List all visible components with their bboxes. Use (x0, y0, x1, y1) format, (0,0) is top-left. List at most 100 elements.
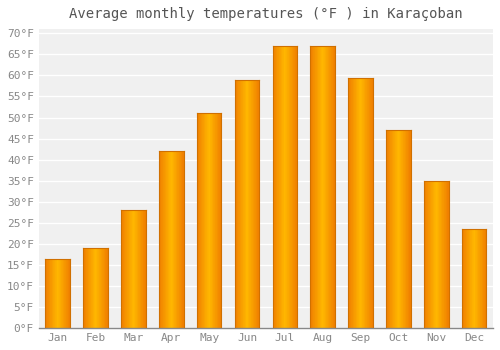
Bar (206, 113, 208, 328)
Bar (273, 46, 274, 328)
Bar (357, 77, 358, 328)
Bar (102, 248, 103, 328)
Bar (205, 113, 206, 328)
Bar (288, 46, 289, 328)
Bar (435, 181, 436, 328)
Bar (54, 259, 56, 328)
Bar (234, 79, 236, 328)
Bar (250, 79, 252, 328)
Bar (400, 130, 401, 328)
Bar (246, 79, 247, 328)
Bar (368, 77, 369, 328)
Bar (48, 259, 49, 328)
Bar (291, 46, 292, 328)
Bar (283, 46, 284, 328)
Bar (162, 151, 164, 328)
Bar (481, 229, 482, 328)
Bar (434, 181, 435, 328)
Bar (219, 113, 220, 328)
Bar (316, 46, 317, 328)
Bar (405, 130, 406, 328)
Bar (333, 46, 334, 328)
Bar (51, 259, 52, 328)
Bar (393, 130, 394, 328)
Bar (134, 210, 136, 328)
Bar (202, 113, 203, 328)
Bar (398, 130, 399, 328)
Bar (236, 79, 237, 328)
Bar (472, 229, 473, 328)
Bar (409, 130, 410, 328)
Bar (88, 248, 89, 328)
Bar (391, 130, 392, 328)
Bar (160, 151, 161, 328)
Bar (123, 210, 124, 328)
Bar (210, 113, 211, 328)
Bar (361, 77, 362, 328)
Bar (58, 259, 59, 328)
Bar (348, 77, 349, 328)
Bar (311, 46, 312, 328)
Bar (208, 113, 209, 328)
Bar (221, 113, 222, 328)
Bar (237, 79, 238, 328)
Bar (53, 259, 54, 328)
Bar (255, 79, 256, 328)
Bar (50, 259, 51, 328)
Bar (350, 77, 352, 328)
Bar (165, 151, 166, 328)
Bar (176, 151, 177, 328)
Bar (220, 113, 221, 328)
Bar (92, 248, 93, 328)
Bar (175, 151, 176, 328)
Bar (216, 113, 217, 328)
Bar (320, 46, 321, 328)
Bar (169, 151, 170, 328)
Bar (254, 79, 255, 328)
Bar (317, 46, 318, 328)
Bar (214, 113, 216, 328)
Bar (104, 248, 105, 328)
Bar (427, 181, 428, 328)
Bar (352, 77, 353, 328)
Bar (321, 46, 322, 328)
Bar (334, 46, 335, 328)
Bar (61, 259, 62, 328)
Bar (370, 77, 371, 328)
Bar (141, 210, 142, 328)
Bar (209, 113, 210, 328)
Bar (425, 181, 426, 328)
Bar (122, 210, 123, 328)
Bar (442, 181, 443, 328)
Bar (124, 210, 125, 328)
Bar (212, 113, 213, 328)
Bar (314, 46, 316, 328)
Bar (137, 210, 138, 328)
Bar (324, 46, 325, 328)
Bar (239, 79, 240, 328)
Bar (293, 46, 294, 328)
Bar (364, 77, 365, 328)
Bar (256, 79, 257, 328)
Bar (278, 46, 280, 328)
Bar (90, 248, 92, 328)
Bar (438, 181, 440, 328)
Bar (365, 77, 366, 328)
Bar (64, 259, 65, 328)
Bar (386, 130, 388, 328)
Bar (200, 113, 201, 328)
Bar (480, 229, 481, 328)
Bar (97, 248, 98, 328)
Bar (276, 46, 277, 328)
Bar (473, 229, 474, 328)
Bar (272, 46, 273, 328)
Bar (282, 46, 283, 328)
Bar (394, 130, 396, 328)
Bar (132, 210, 133, 328)
Bar (95, 248, 96, 328)
Bar (178, 151, 180, 328)
Bar (159, 151, 160, 328)
Bar (139, 210, 140, 328)
Bar (245, 79, 246, 328)
Bar (56, 259, 57, 328)
